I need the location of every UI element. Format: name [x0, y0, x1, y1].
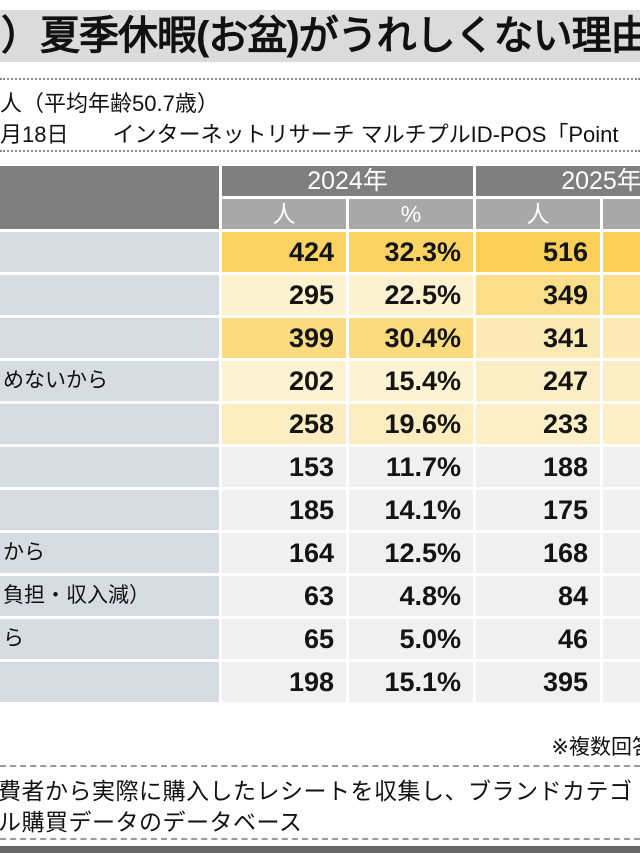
- row-label: めないから: [0, 361, 219, 401]
- row-label: [0, 275, 219, 315]
- cell-2025-n: 84: [476, 576, 600, 616]
- cell-2024-pct: 15.4%: [349, 361, 473, 401]
- table-subheader-2024-n: 人: [222, 199, 346, 229]
- cell-2025-pct: [603, 490, 640, 530]
- cell-2024-n: 153: [222, 447, 346, 487]
- cell-2025-pct: [603, 361, 640, 401]
- multiple-answer-note: ※複数回答: [551, 736, 640, 759]
- row-label: [0, 232, 219, 272]
- table-header-label-col: [0, 166, 219, 229]
- table-subheader-2024-pct: %: [349, 199, 473, 229]
- divider-dotted-top: [0, 78, 640, 80]
- cell-2024-pct: 4.8%: [349, 576, 473, 616]
- cell-2024-n: 164: [222, 533, 346, 573]
- cell-2024-n: 185: [222, 490, 346, 530]
- row-label: ら: [0, 619, 219, 659]
- table-header-2024: 2024年: [222, 166, 473, 196]
- bottom-bar: [0, 846, 640, 853]
- cell-2024-pct: 19.6%: [349, 404, 473, 444]
- cell-2024-n: 63: [222, 576, 346, 616]
- cell-2025-pct: [603, 533, 640, 573]
- cell-2025-pct: [603, 232, 640, 272]
- cell-2025-n: 175: [476, 490, 600, 530]
- cell-2025-pct: [603, 576, 640, 616]
- row-label: [0, 404, 219, 444]
- cell-2025-pct: [603, 662, 640, 702]
- divider-dashed-top: [0, 765, 640, 767]
- cell-2025-n: 516: [476, 232, 600, 272]
- cell-2025-n: 341: [476, 318, 600, 358]
- meta-survey-method: 月18日 インターネットリサーチ マルチプルID-POS「Point: [0, 122, 619, 147]
- cell-2024-n: 295: [222, 275, 346, 315]
- cell-2024-pct: 5.0%: [349, 619, 473, 659]
- divider-dotted-mid: [0, 150, 640, 152]
- cell-2025-pct: [603, 275, 640, 315]
- cell-2024-pct: 30.4%: [349, 318, 473, 358]
- cell-2024-n: 65: [222, 619, 346, 659]
- cell-2025-n: 188: [476, 447, 600, 487]
- cell-2024-pct: 11.7%: [349, 447, 473, 487]
- table-subheader-2025-n: 人: [476, 199, 600, 229]
- cell-2024-n: 202: [222, 361, 346, 401]
- cell-2025-n: 233: [476, 404, 600, 444]
- row-label: 負担・収入減）: [0, 576, 219, 616]
- cell-2024-n: 258: [222, 404, 346, 444]
- cell-2024-pct: 12.5%: [349, 533, 473, 573]
- cell-2025-n: 247: [476, 361, 600, 401]
- footnote-line2: ル購買データのデータベース: [0, 809, 303, 835]
- cell-2024-pct: 15.1%: [349, 662, 473, 702]
- row-label: から: [0, 533, 219, 573]
- cell-2025-n: 395: [476, 662, 600, 702]
- row-label: [0, 447, 219, 487]
- cell-2025-n: 349: [476, 275, 600, 315]
- cell-2024-pct: 14.1%: [349, 490, 473, 530]
- cell-2025-pct: [603, 447, 640, 487]
- page-title: ）夏季休暇(お盆)がうれしくない理由※複数: [1, 14, 640, 58]
- cell-2025-pct: [603, 619, 640, 659]
- meta-respondents: 人（平均年齢50.7歳）: [0, 91, 219, 116]
- cell-2025-pct: [603, 404, 640, 444]
- table-subheader-2025-pct: %: [603, 199, 640, 229]
- cell-2024-pct: 22.5%: [349, 275, 473, 315]
- table-header-2025: 2025年: [476, 166, 640, 196]
- cell-2024-n: 399: [222, 318, 346, 358]
- cell-2024-pct: 32.3%: [349, 232, 473, 272]
- footnote-line1: 費者から実際に購入したレシートを収集し、ブランドカテゴ: [0, 778, 633, 804]
- cell-2025-n: 168: [476, 533, 600, 573]
- cell-2025-n: 46: [476, 619, 600, 659]
- row-label: [0, 490, 219, 530]
- title-band: ）夏季休暇(お盆)がうれしくない理由※複数: [0, 10, 640, 62]
- divider-dashed-bottom: [0, 838, 640, 840]
- cell-2024-n: 198: [222, 662, 346, 702]
- cell-2025-pct: [603, 318, 640, 358]
- data-table: 2024年 2025年 人 % 人 % 424 32.3% 516 295 22…: [0, 166, 640, 702]
- row-label: [0, 662, 219, 702]
- row-label: [0, 318, 219, 358]
- cell-2024-n: 424: [222, 232, 346, 272]
